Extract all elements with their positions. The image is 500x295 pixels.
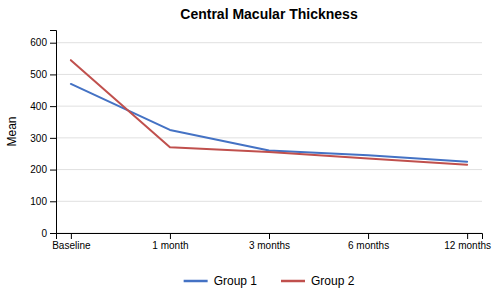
y-tick-label: 300: [30, 133, 47, 144]
x-tick-label: 6 months: [348, 240, 389, 251]
x-tick: 1 month: [152, 233, 188, 251]
x-tick-label: 1 month: [152, 240, 188, 251]
y-tick: 0: [41, 228, 56, 239]
series-line: [71, 60, 467, 165]
plot-area: 0 100 200 300 400 500 600 Baseline 1 month 3 mont…: [30, 31, 491, 252]
y-tick: 500: [30, 69, 56, 80]
y-tick-label: 100: [30, 196, 47, 207]
x-tick-label: 12 months: [444, 240, 491, 251]
y-tick: 400: [30, 101, 56, 112]
y-axis-title: Mean: [5, 116, 19, 146]
grid-line: [56, 74, 482, 75]
legend-item: Group 1: [184, 274, 258, 288]
y-axis: 0 100 200 300 400 500 600: [30, 31, 56, 239]
y-tick-mark: [50, 138, 56, 139]
grid-line: [56, 42, 482, 43]
y-tick: 600: [30, 37, 56, 48]
x-axis: Baseline 1 month 3 months 6 months 12 months: [52, 233, 491, 251]
grid-line: [56, 137, 482, 138]
legend-label: Group 1: [214, 274, 258, 288]
y-tick-label: 400: [30, 101, 47, 112]
y-axis-line: [50, 31, 57, 234]
x-tick-label: 3 months: [249, 240, 290, 251]
legend-label: Group 2: [311, 274, 355, 288]
y-tick-mark: [50, 74, 56, 75]
y-tick-label: 500: [30, 69, 47, 80]
x-tick-mark: [269, 233, 270, 239]
legend-item: Group 2: [281, 274, 355, 288]
y-tick: 300: [30, 133, 56, 144]
y-tick-mark: [50, 43, 56, 44]
series-line: [71, 84, 467, 162]
y-tick: 100: [30, 196, 56, 207]
lines: [71, 60, 467, 165]
x-tick-mark: [170, 233, 171, 239]
legend: Group 1 Group 2: [184, 274, 355, 288]
legend-swatch: [281, 280, 305, 283]
y-tick-label: 200: [30, 164, 47, 175]
x-tick: 6 months: [348, 233, 389, 251]
grid-line: [56, 169, 482, 170]
y-tick-mark: [50, 233, 56, 234]
chart: 0 100 200 300 400 500 600 Baseline 1 month 3 mont…: [0, 0, 500, 295]
x-tick-mark: [467, 233, 468, 239]
x-tick: 12 months: [444, 233, 491, 251]
grid: [56, 43, 482, 233]
x-tick-label: Baseline: [52, 240, 91, 251]
legend-swatch: [184, 280, 208, 283]
x-tick-mark: [368, 233, 369, 239]
y-tick-label: 600: [30, 37, 47, 48]
y-tick-label: 0: [41, 228, 47, 239]
y-tick: 200: [30, 164, 56, 175]
y-tick-mark: [50, 201, 56, 202]
y-tick-mark: [50, 170, 56, 171]
y-tick-mark: [50, 106, 56, 107]
x-tick-mark: [71, 233, 72, 239]
x-tick: 3 months: [249, 233, 290, 251]
x-tick: Baseline: [52, 233, 91, 251]
title: Central Macular Thickness: [180, 6, 358, 22]
x-axis-line: [57, 234, 483, 240]
grid-line: [56, 201, 482, 202]
